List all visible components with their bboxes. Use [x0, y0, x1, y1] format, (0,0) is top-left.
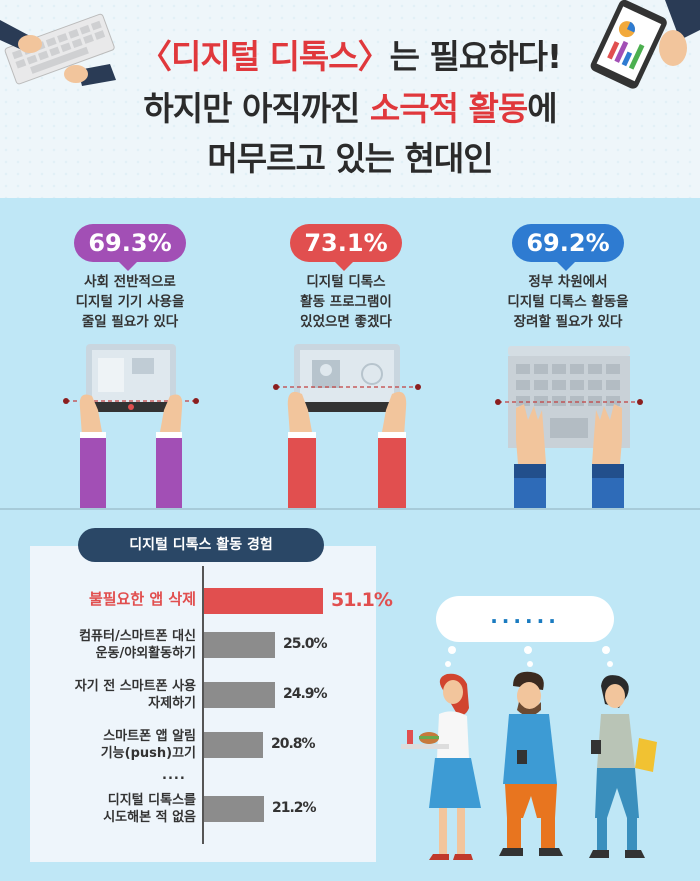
keyboard-hands-illustration	[0, 13, 116, 86]
title-line-3: 머무르고 있는 현대인	[207, 139, 493, 178]
bar-category-label-line: 스마트폰 앱 알림	[103, 729, 196, 744]
bar	[204, 682, 275, 708]
bar	[204, 732, 263, 758]
header-banner: 〈디지털 디톡스〉는 필요하다! 하지만 아직까진 소극적 활동에 머무르고 있…	[0, 0, 700, 198]
stat-desc-2: 디지털 디톡스 활동 프로그램이 있었으면 좋겠다	[246, 272, 446, 332]
bar-category-label-line: 불필요한 앱 삭제	[88, 590, 196, 608]
stat-desc-3-line: 장려할 필요가 있다	[513, 314, 623, 330]
title-line-2-highlight: 소극적 활동	[369, 89, 528, 128]
stat-desc-1-line: 사회 전반적으로	[84, 274, 176, 290]
bar-ellipsis: ....	[162, 768, 186, 783]
bar	[204, 588, 323, 614]
bar-value-label: 51.1%	[331, 589, 393, 611]
tablet-hands-purple-illustration	[63, 344, 199, 510]
laptop-hands-blue-illustration	[495, 346, 643, 508]
bubble-dots-icon	[445, 646, 613, 667]
bar-value-label: 25.0%	[283, 636, 328, 652]
title-line-2: 하지만 아직까진 소극적 활동에	[0, 82, 700, 130]
bar-category-label-line: 기능(push)끄기	[100, 746, 196, 761]
stat-desc-3-line: 정부 차원에서	[528, 274, 608, 290]
stats-baseline	[0, 508, 700, 510]
tablet-hands-red-illustration	[273, 344, 421, 510]
bar-value-label: 24.9%	[283, 686, 328, 702]
bar-value-label: 21.2%	[272, 800, 317, 816]
bar-category-label-line: 자제하기	[148, 696, 196, 711]
bar	[204, 796, 264, 822]
stat-desc-3: 정부 차원에서 디지털 디톡스 활동을 장려할 필요가 있다	[468, 272, 668, 332]
title-line-2-part2: 에	[527, 89, 557, 128]
bar-category-label: 불필요한 앱 삭제	[36, 591, 196, 608]
title-line-2-part1: 하지만 아직까진	[143, 89, 370, 128]
stat-pill-3: 69.2%	[512, 224, 624, 271]
people-using-phones-illustration	[401, 671, 657, 860]
title-highlight-digital-detox: 〈디지털 디톡스〉	[139, 37, 391, 76]
stat-desc-2-line: 활동 프로그램이	[300, 294, 392, 310]
bar-category-label-line: 자기 전 스마트폰 사용	[74, 679, 196, 694]
stat-value-3: 69.2%	[526, 229, 610, 257]
bar-category-label-line: 컴퓨터/스마트폰 대신	[79, 629, 196, 644]
bar	[204, 632, 275, 658]
stat-desc-1: 사회 전반적으로 디지털 기기 사용을 줄일 필요가 있다	[30, 272, 230, 332]
stat-desc-2-line: 디지털 디톡스	[306, 274, 386, 290]
stat-desc-1-line: 줄일 필요가 있다	[81, 314, 179, 330]
bar-chart-title: 디지털 디톡스 활동 경험	[78, 528, 324, 562]
bar-value-label: 20.8%	[271, 736, 316, 752]
bar-category-label-line: 시도해본 적 없음	[103, 810, 196, 825]
stat-pill-1: 69.3%	[74, 224, 186, 271]
title-line-1: 〈디지털 디톡스〉는 필요하다!	[0, 30, 700, 78]
stat-value-1: 69.3%	[88, 229, 172, 257]
stat-pill-2: 73.1%	[290, 224, 402, 271]
stat-value-2: 73.1%	[304, 229, 388, 257]
stat-desc-2-line: 있었으면 좋겠다	[300, 314, 392, 330]
bar-category-label-line: 디지털 디톡스를	[107, 793, 196, 808]
stat-desc-1-line: 디지털 기기 사용을	[75, 294, 185, 310]
speech-bubble: ......	[436, 596, 614, 642]
bar-chart-axis	[202, 566, 204, 844]
header-pattern	[0, 0, 700, 198]
stat-desc-3-line: 디지털 디톡스 활동을	[507, 294, 629, 310]
bar-category-label-line: 운동/야외활동하기	[95, 646, 196, 661]
title-line-1-rest: 는 필요하다!	[389, 37, 562, 76]
phone-hand-illustration	[590, 0, 700, 89]
